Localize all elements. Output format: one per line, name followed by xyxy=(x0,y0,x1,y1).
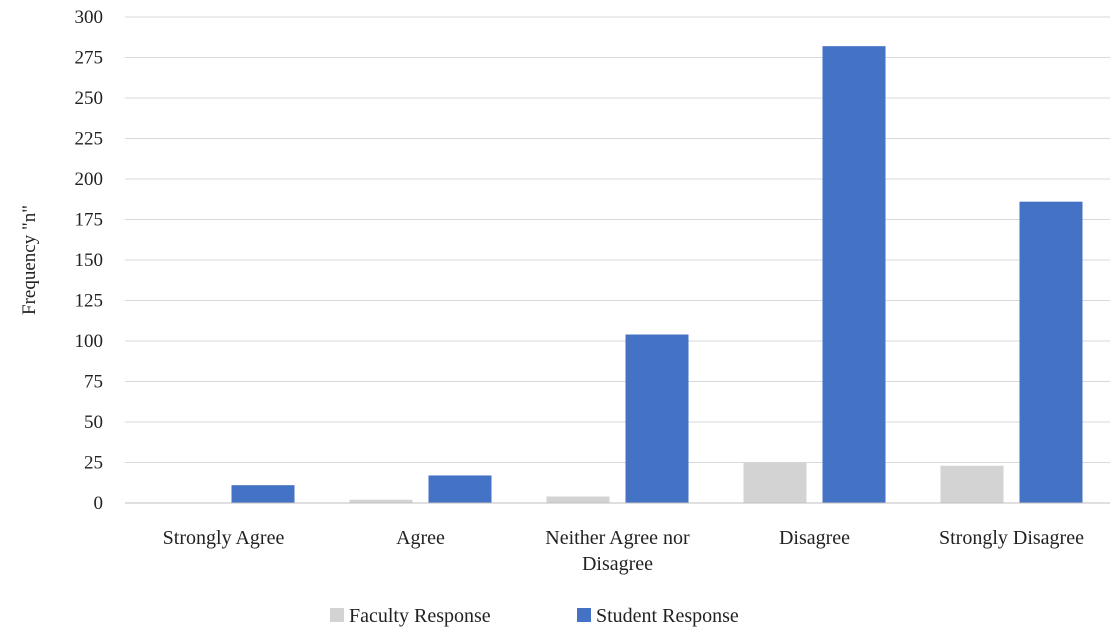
bar-faculty-response xyxy=(349,499,413,503)
legend: Faculty Response Student Response xyxy=(330,605,739,627)
x-tick-label: Agree xyxy=(396,527,445,549)
y-tick-label: 200 xyxy=(75,169,104,190)
y-tick-label: 100 xyxy=(75,331,104,352)
legend-swatch xyxy=(577,608,591,622)
bar-student-response xyxy=(231,485,295,503)
legend-swatch xyxy=(330,608,344,622)
bar-faculty-response xyxy=(546,496,610,503)
y-tick-label: 50 xyxy=(84,412,103,433)
y-tick-label: 300 xyxy=(75,7,104,28)
y-axis-title: Frequency "n" xyxy=(19,205,40,315)
x-tick-label: Neither Agree nor xyxy=(545,527,690,549)
y-tick-label: 250 xyxy=(75,88,104,109)
y-tick-label: 125 xyxy=(75,291,104,312)
y-tick-label: 150 xyxy=(75,250,104,271)
bar-faculty-response xyxy=(743,462,807,503)
bar-student-response xyxy=(625,334,689,503)
legend-label: Student Response xyxy=(596,605,739,627)
y-tick-label: 275 xyxy=(75,48,104,69)
legend-item: Student Response xyxy=(577,605,739,627)
x-tick-label: Strongly Agree xyxy=(163,527,285,549)
bar-student-response xyxy=(1019,201,1083,503)
legend-label: Faculty Response xyxy=(349,605,491,627)
bars xyxy=(231,46,1083,503)
y-tick-label: 175 xyxy=(75,210,104,231)
x-tick-label: Disagree xyxy=(582,553,653,575)
y-tick-label: 0 xyxy=(94,493,104,514)
x-tick-label: Disagree xyxy=(779,527,850,549)
legend-item: Faculty Response xyxy=(330,605,491,627)
y-tick-label: 25 xyxy=(84,453,103,474)
x-tick-label: Strongly Disagree xyxy=(939,527,1084,549)
bar-student-response xyxy=(822,46,886,503)
y-axis-ticks: 0 25 50 75 100 125 150 175 200 225 250 275 300 xyxy=(75,7,104,514)
bar-student-response xyxy=(428,475,492,503)
y-tick-label: 225 xyxy=(75,129,104,150)
gridlines xyxy=(125,16,1110,463)
x-axis-labels: Strongly Agree Agree Neither Agree nor Disa… xyxy=(163,527,1084,575)
y-tick-label: 75 xyxy=(84,372,103,393)
bar-faculty-response xyxy=(940,465,1004,503)
